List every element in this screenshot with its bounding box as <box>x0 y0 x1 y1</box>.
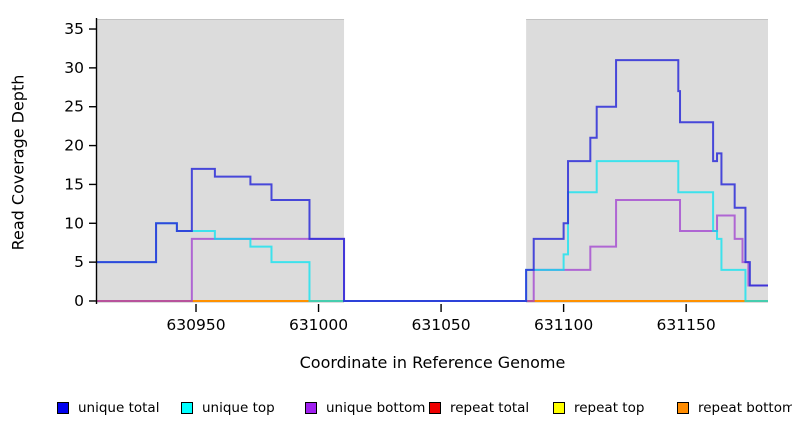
legend-swatch-unique-total <box>57 402 69 414</box>
x-tick-label: 630950 <box>166 316 225 334</box>
y-axis-title: Read Coverage Depth <box>8 74 28 251</box>
axes: 0 5 10 15 20 25 30 35 630950 631000 631050 631100 63… <box>64 18 716 334</box>
x-axis-title: Coordinate in Reference Genome <box>299 353 566 372</box>
x-tick-label: 631150 <box>657 316 716 334</box>
legend-item-unique-top: unique top <box>181 400 275 416</box>
legend-label: unique bottom <box>326 400 426 416</box>
masked-region <box>97 19 345 303</box>
legend-item-unique-bottom: unique bottom <box>305 400 425 416</box>
legend-swatch-repeat-total <box>429 402 441 414</box>
legend-swatch-unique-bottom <box>305 402 317 414</box>
x-tick-label: 631100 <box>534 316 593 334</box>
legend-item-repeat-bottom: repeat bottom <box>677 400 792 416</box>
legend-swatch-repeat-top <box>553 402 565 414</box>
legend-label: unique total <box>78 400 160 416</box>
y-tick-label: 0 <box>74 292 84 310</box>
legend-label: repeat bottom <box>698 400 792 416</box>
legend-label: repeat total <box>450 400 530 416</box>
y-tick-label: 30 <box>64 59 84 77</box>
y-tick-label: 15 <box>64 175 84 193</box>
y-tick-label: 20 <box>64 137 84 155</box>
y-tick-label: 25 <box>64 98 84 116</box>
series-unique-total <box>97 59 768 302</box>
x-tick-label: 631050 <box>411 316 470 334</box>
y-tick-label: 35 <box>64 20 84 38</box>
legend-item-repeat-total: repeat total <box>429 400 529 416</box>
legend-label: unique top <box>202 400 275 416</box>
legend-swatch-repeat-bottom <box>677 402 689 414</box>
legend-item-repeat-top: repeat top <box>553 400 644 416</box>
legend-label: repeat top <box>574 400 645 416</box>
x-tick-label: 631000 <box>289 316 348 334</box>
y-tick-label: 10 <box>64 214 84 232</box>
legend-swatch-unique-top <box>181 402 193 414</box>
series-unique-top <box>97 160 768 302</box>
y-tick-label: 5 <box>74 253 84 271</box>
series-lines <box>97 59 768 302</box>
legend-item-unique-total: unique total <box>57 400 159 416</box>
